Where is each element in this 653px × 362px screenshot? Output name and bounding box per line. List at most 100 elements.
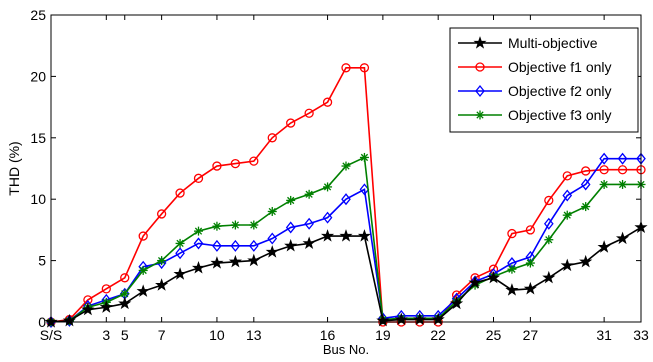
- series-layer: [44, 63, 648, 329]
- data-point: [193, 173, 204, 183]
- data-point: [285, 221, 296, 234]
- data-point: [230, 220, 240, 230]
- axes-box: [50, 14, 642, 323]
- data-point: [507, 264, 517, 274]
- data-point: [525, 225, 536, 235]
- data-point: [212, 239, 222, 252]
- legend-marker: [475, 84, 485, 98]
- data-point: [136, 284, 150, 297]
- y-tick-label: 5: [38, 253, 46, 269]
- data-point: [267, 232, 278, 245]
- legend-marker: [473, 36, 487, 49]
- data-point: [267, 206, 277, 216]
- x-tick-label: 22: [430, 327, 446, 343]
- data-point: [286, 195, 296, 205]
- data-point: [175, 238, 185, 248]
- data-point: [230, 158, 241, 169]
- data-point: [101, 284, 111, 294]
- data-point: [228, 254, 242, 268]
- data-point: [191, 261, 206, 274]
- data-point: [322, 97, 333, 107]
- data-point: [62, 313, 77, 327]
- data-point: [544, 235, 554, 245]
- data-point: [617, 152, 628, 165]
- data-point: [543, 217, 554, 230]
- data-point: [212, 221, 222, 231]
- data-point: [468, 275, 482, 289]
- x-tick-label: 19: [375, 327, 391, 343]
- legend-item: Objective f2 only: [458, 83, 612, 99]
- data-point: [562, 189, 573, 202]
- x-tick-label: S/S: [40, 327, 63, 343]
- data-point: [450, 296, 464, 310]
- data-point: [120, 289, 130, 299]
- data-point: [304, 189, 314, 199]
- data-point: [599, 165, 609, 175]
- data-point: [212, 161, 222, 171]
- legend-item: Objective f1 only: [458, 59, 612, 75]
- data-point: [157, 256, 167, 266]
- legend-label: Objective f3 only: [508, 107, 612, 123]
- y-tick-label: 25: [30, 7, 46, 23]
- data-point: [615, 231, 630, 245]
- series-objective-f3-only: [46, 152, 646, 327]
- data-point: [155, 278, 169, 291]
- data-point: [544, 195, 554, 206]
- data-point: [562, 210, 572, 220]
- data-point: [249, 220, 259, 230]
- data-point: [542, 270, 556, 284]
- legend-label: Objective f1 only: [508, 59, 612, 75]
- data-point: [579, 254, 593, 268]
- legend-label: Objective f2 only: [508, 83, 612, 99]
- data-point: [265, 245, 279, 258]
- data-point: [138, 231, 148, 241]
- x-axis-label: Bus No.: [323, 342, 369, 357]
- data-point: [581, 202, 591, 212]
- legend-marker: [475, 110, 485, 120]
- x-tick-label: 10: [209, 327, 225, 343]
- x-tick-label: 33: [633, 327, 649, 343]
- legend-item: Objective f3 only: [458, 107, 612, 123]
- y-tick-label: 20: [30, 68, 46, 84]
- legend-label: Multi-objective: [508, 35, 598, 51]
- data-point: [248, 239, 259, 252]
- data-point: [173, 267, 187, 280]
- data-point: [359, 152, 369, 162]
- y-axis-label: THD (%): [6, 141, 22, 195]
- data-point: [118, 296, 132, 310]
- series-line: [50, 67, 641, 323]
- data-point: [304, 108, 314, 118]
- x-tick-label: 5: [121, 327, 129, 343]
- data-point: [560, 258, 574, 272]
- data-point: [286, 118, 296, 128]
- data-point: [525, 258, 535, 268]
- data-point: [357, 229, 372, 242]
- data-point: [599, 179, 609, 189]
- data-point: [320, 229, 335, 242]
- data-point: [581, 166, 591, 176]
- y-tick-label: 0: [38, 314, 46, 330]
- data-point: [249, 156, 259, 166]
- data-point: [210, 256, 224, 269]
- data-point: [597, 240, 611, 253]
- data-point: [523, 281, 537, 295]
- data-point: [341, 161, 351, 171]
- data-point: [175, 247, 185, 260]
- legend-marker: [475, 62, 485, 72]
- x-tick-label: 16: [320, 327, 336, 343]
- x-tick-label: 25: [486, 327, 502, 343]
- data-point: [507, 228, 517, 239]
- data-point: [339, 229, 353, 242]
- data-point: [505, 283, 519, 296]
- data-point: [618, 179, 628, 189]
- data-point: [580, 178, 591, 191]
- series-line: [50, 157, 641, 323]
- series-multi-objective: [44, 220, 648, 328]
- data-point: [322, 211, 333, 224]
- x-tick-label: 27: [523, 327, 539, 343]
- data-point: [341, 193, 351, 206]
- data-point: [194, 226, 203, 236]
- data-point: [267, 133, 277, 143]
